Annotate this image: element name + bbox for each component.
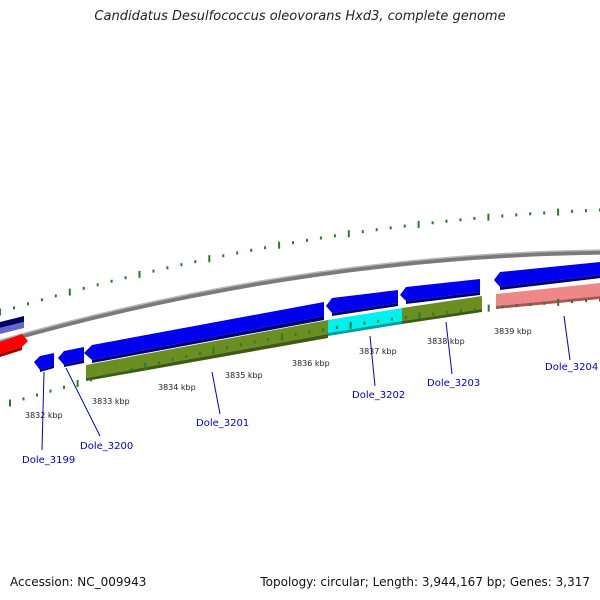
gene-dole-3203-forward[interactable]: [400, 279, 480, 304]
gene-label-dole-3200[interactable]: Dole_3200: [80, 441, 133, 452]
kbp-label-3837: 3837 kbp: [359, 347, 397, 356]
feature-left-navy[interactable]: [0, 316, 24, 334]
gene-dole-3202-forward[interactable]: [326, 290, 398, 316]
cds-dole-3202[interactable]: [328, 308, 402, 336]
cds-dole-3203[interactable]: [402, 296, 482, 324]
gene-label-dole-3203[interactable]: Dole_3203: [427, 378, 480, 389]
feature-left-red[interactable]: [0, 334, 28, 357]
topology-text: Topology: circular; Length: 3,944,167 bp…: [260, 575, 590, 589]
outer-tick-row: [0, 208, 600, 316]
gene-dole-3201-forward[interactable]: [84, 302, 324, 363]
kbp-label-3835: 3835 kbp: [225, 371, 263, 380]
gene-label-dole-3201[interactable]: Dole_3201: [196, 418, 249, 429]
leader-dole-3200: [65, 367, 101, 437]
gene-leader-lines: [41, 315, 571, 451]
cds-dole-3204[interactable]: [496, 282, 600, 309]
kbp-scale: 3832 kbp 3833 kbp 3834 kbp 3835 kbp 3836…: [25, 327, 532, 420]
gene-dole-3199[interactable]: [34, 353, 54, 372]
leader-dole-3199: [41, 371, 45, 451]
leader-dole-3204: [563, 315, 571, 361]
kbp-label-3834: 3834 kbp: [158, 383, 196, 392]
genome-backbone: [0, 249, 600, 345]
gene-dole-3204-forward[interactable]: [494, 261, 600, 290]
cds-dole-3201[interactable]: [86, 320, 328, 381]
kbp-label-3833: 3833 kbp: [92, 397, 130, 406]
accession-text: Accession: NC_009943: [10, 575, 147, 589]
gene-label-dole-3204[interactable]: Dole_3204: [545, 362, 598, 373]
genome-title: Candidatus Desulfococcus oleovorans Hxd3…: [94, 9, 506, 24]
gene-label-dole-3199[interactable]: Dole_3199: [22, 455, 75, 466]
leader-dole-3203: [445, 321, 453, 375]
kbp-label-3838: 3838 kbp: [427, 337, 465, 346]
kbp-label-3839: 3839 kbp: [494, 327, 532, 336]
leader-dole-3202: [369, 335, 376, 387]
leader-dole-3201: [211, 371, 221, 415]
gene-dole-3200[interactable]: [58, 347, 84, 367]
inner-tick-row: [9, 298, 600, 407]
kbp-label-3832: 3832 kbp: [25, 411, 63, 420]
kbp-label-3836: 3836 kbp: [292, 359, 330, 368]
gene-label-dole-3202[interactable]: Dole_3202: [352, 390, 405, 401]
gene-labels: Dole_3199 Dole_3200 Dole_3201 Dole_3202 …: [22, 362, 598, 466]
